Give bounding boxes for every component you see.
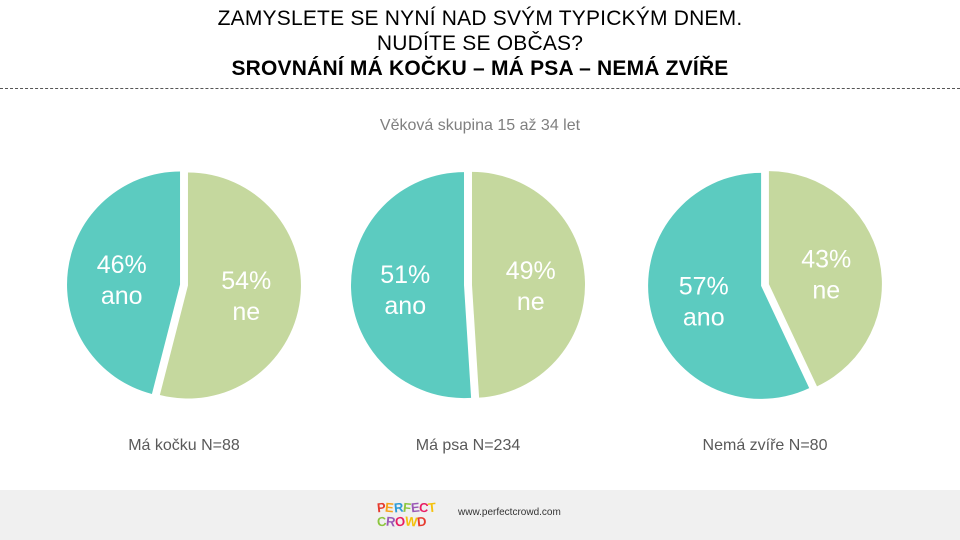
pie-3-label-ano: 57% ano xyxy=(679,273,729,332)
pie-3-label-ne: 43% ne xyxy=(801,245,851,304)
pie-caption-1: Má kočku N=88 xyxy=(128,437,240,454)
footer-bar xyxy=(0,490,960,540)
dashed-divider xyxy=(0,88,960,89)
title-line-3: SROVNÁNÍ MÁ KOČKU – MÁ PSA – NEMÁ ZVÍŘE xyxy=(231,57,729,80)
pie-3-slice-ne xyxy=(768,171,882,387)
pie-3-slice-ano xyxy=(648,172,810,399)
perfectcrowd-logo: PERFECT CROWD xyxy=(376,500,437,531)
pie-2-slice-ne xyxy=(471,171,585,398)
pie-caption-2: Má psa N=234 xyxy=(415,437,521,454)
pie-2-label-ano: 51% ano xyxy=(380,261,430,320)
pie-2-label-ne: 49% ne xyxy=(506,257,556,316)
pie-1-label-ano: 46% ano xyxy=(97,251,147,310)
pie-1-slice-ne xyxy=(159,172,301,399)
title-line-1: ZAMYSLETE SE NYNÍ NAD SVÝM TYPICKÝM DNEM… xyxy=(217,7,743,30)
pie-1-slice-ano xyxy=(67,171,181,394)
title-line-2: NUDÍTE SE OBČAS? xyxy=(376,32,584,55)
pie-2-slice-ano xyxy=(351,172,472,399)
chart-subtitle: Věková skupina 15 až 34 let xyxy=(379,117,581,134)
pie-1-label-ne: 54% ne xyxy=(221,267,271,326)
slide-title: ZAMYSLETE SE NYNÍ NAD SVÝM TYPICKÝM DNEM… xyxy=(0,6,960,81)
logo-line-2: CROWD xyxy=(376,513,427,530)
footer-url[interactable]: www.perfectcrowd.com xyxy=(458,507,561,518)
pie-caption-3: Nemá zvíře N=80 xyxy=(702,437,828,454)
